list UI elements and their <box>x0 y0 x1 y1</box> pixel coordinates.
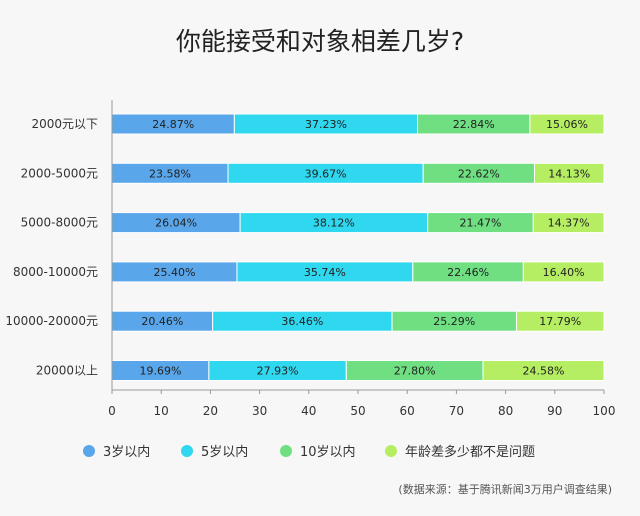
data-label: 22.46% <box>447 266 489 279</box>
x-tick-label: 50 <box>350 404 365 418</box>
data-label: 38.12% <box>313 217 355 230</box>
category-label: 8000-10000元 <box>13 265 98 279</box>
bars-group: 24.87% 37.23% 22.84% 15.06% 23.58% 39.67% 22.6… <box>111 113 605 381</box>
source-note: (数据来源：基于腾讯新闻3万用户调查结果) <box>398 483 612 496</box>
category-label: 10000-20000元 <box>5 314 98 328</box>
category-label: 20000以上 <box>36 364 98 378</box>
x-tick-label: 0 <box>108 404 116 418</box>
legend-label: 5岁以内 <box>201 444 248 460</box>
data-label: 24.58% <box>523 365 565 378</box>
legend-marker <box>181 445 193 457</box>
x-tick-label: 70 <box>449 404 464 418</box>
data-label: 23.58% <box>149 167 191 180</box>
legend-marker <box>280 445 292 457</box>
bar-segment <box>482 360 605 381</box>
data-label: 22.62% <box>458 167 500 180</box>
x-tick-label: 60 <box>400 404 415 418</box>
data-label: 14.37% <box>548 217 590 230</box>
x-tick-label: 80 <box>498 404 513 418</box>
bar-segment <box>532 212 605 234</box>
data-label: 14.13% <box>548 167 590 180</box>
legend-marker <box>385 445 397 457</box>
data-label: 26.04% <box>155 217 197 230</box>
data-label: 35.74% <box>304 266 346 279</box>
data-label: 36.46% <box>281 315 323 328</box>
legend: 3岁以内 5岁以内 10岁以内 年龄差多少都不是问题 <box>83 444 535 460</box>
chart-title: 你能接受和对象相差几岁? <box>175 27 465 56</box>
data-label: 21.47% <box>460 217 502 230</box>
data-label: 19.69% <box>139 365 181 378</box>
data-label: 25.29% <box>433 315 475 328</box>
legend-label: 10岁以内 <box>300 444 356 460</box>
bar-segment <box>533 162 605 184</box>
data-label: 27.93% <box>257 365 299 378</box>
data-label: 25.40% <box>154 266 196 279</box>
data-label: 39.67% <box>305 167 347 180</box>
data-label: 20.46% <box>141 315 183 328</box>
bar-segment <box>522 261 605 283</box>
x-axis: 0 10 20 30 40 50 60 70 80 90 100 <box>108 100 615 418</box>
x-tick-label: 20 <box>203 404 218 418</box>
data-label: 27.80% <box>394 365 436 378</box>
data-label: 17.79% <box>539 315 581 328</box>
category-label: 5000-8000元 <box>21 216 98 230</box>
x-tick-label: 30 <box>252 404 267 418</box>
data-label: 24.87% <box>152 118 194 131</box>
legend-label: 年龄差多少都不是问题 <box>405 444 535 460</box>
x-tick-label: 10 <box>154 404 169 418</box>
data-label: 37.23% <box>305 118 347 131</box>
data-label: 15.06% <box>546 118 588 131</box>
x-tick-label: 40 <box>301 404 316 418</box>
category-label: 2000元以下 <box>31 117 98 131</box>
data-label: 22.84% <box>453 118 495 131</box>
x-tick-label: 100 <box>593 404 616 418</box>
data-label: 16.40% <box>543 266 585 279</box>
bar-segment <box>515 310 605 332</box>
category-label: 2000-5000元 <box>21 166 98 180</box>
legend-marker <box>83 445 95 457</box>
x-tick-label: 90 <box>547 404 562 418</box>
category-labels: 2000元以下 2000-5000元 5000-8000元 8000-10000元 10… <box>5 117 98 378</box>
bar-segment <box>529 113 605 135</box>
legend-label: 3岁以内 <box>103 444 150 460</box>
